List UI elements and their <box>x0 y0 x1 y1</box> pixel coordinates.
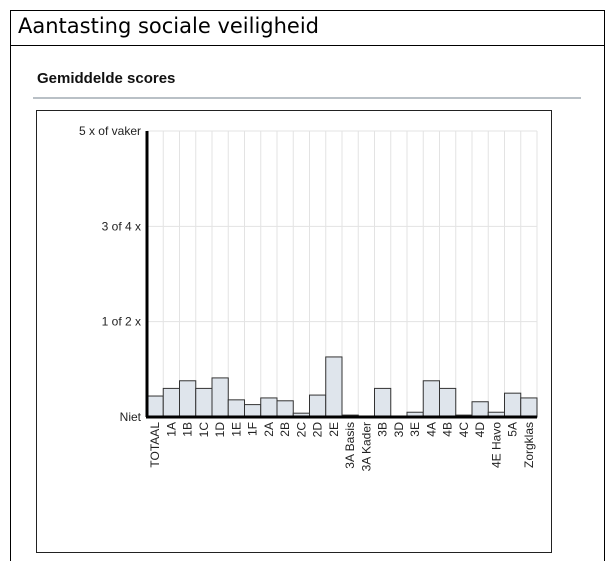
grid-layer <box>146 130 538 418</box>
x-category-label: 3A Kader <box>359 422 373 471</box>
bar <box>227 399 245 418</box>
x-category-label: 3A Basis <box>343 422 357 469</box>
x-category-label: 4A <box>424 422 438 437</box>
x-category-label: TOTAAL <box>148 422 162 468</box>
x-category-label: 5A <box>506 422 520 437</box>
bar <box>244 404 262 418</box>
x-category-label: 3D <box>392 422 406 438</box>
bar <box>520 397 538 418</box>
bar <box>260 397 278 418</box>
bar <box>309 394 327 418</box>
x-category-label: 1B <box>181 422 195 437</box>
x-category-label: 4D <box>473 422 487 438</box>
bar <box>422 380 440 418</box>
x-category-label: 3E <box>408 422 422 437</box>
bar <box>374 387 392 418</box>
x-category-label: 1C <box>197 422 211 438</box>
bar <box>195 387 213 418</box>
x-category-label: 1A <box>164 422 178 437</box>
x-category-label: 2A <box>262 422 276 437</box>
bar <box>146 395 164 418</box>
bar <box>179 380 197 418</box>
bars-layer <box>146 356 538 418</box>
header-row <box>10 10 605 46</box>
x-category-label: 1E <box>229 422 243 437</box>
x-category-label: 4E Havo <box>489 422 503 468</box>
x-category-label: 2B <box>278 422 292 437</box>
bar <box>471 401 489 418</box>
x-category-label: 2E <box>327 422 341 437</box>
y-tick-label: 5 x of vaker <box>79 124 141 138</box>
x-category-label: 2C <box>294 422 308 438</box>
x-category-label: 4B <box>441 422 455 437</box>
chart-frame <box>36 110 552 553</box>
x-category-label: 2D <box>311 422 325 438</box>
x-category-label: 1F <box>246 422 260 436</box>
section-divider <box>33 97 581 99</box>
axis-layer <box>145 131 537 419</box>
x-category-label: Zorgklas <box>522 422 536 468</box>
bar <box>276 400 294 418</box>
y-tick-label: 1 of 2 x <box>102 315 141 329</box>
x-category-label: 4C <box>457 422 471 438</box>
bar <box>439 387 457 418</box>
bar <box>504 392 522 418</box>
y-tick-label: Niet <box>120 410 142 424</box>
bar <box>325 356 343 418</box>
section-title: Gemiddelde scores <box>37 70 176 87</box>
bar <box>211 377 229 418</box>
x-category-label: 1D <box>213 422 227 438</box>
bar <box>162 387 180 418</box>
labels-layer: Niet 1 of 2 x 3 of 4 x 5 x of vaker TOTAAL 1A… <box>79 124 536 471</box>
document-title: Aantasting sociale veiligheid <box>18 14 320 38</box>
y-tick-label: 3 of 4 x <box>102 219 141 233</box>
x-category-label: 3B <box>376 422 390 437</box>
